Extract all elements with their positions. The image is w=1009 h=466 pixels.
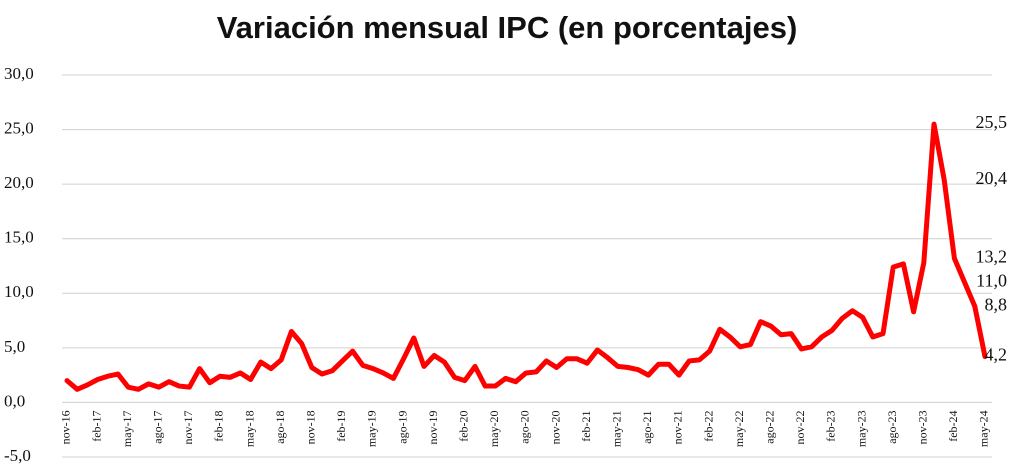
x-tick-label: nov-21 <box>671 410 685 444</box>
x-tick-label: nov-20 <box>548 410 562 444</box>
x-tick-label: feb-18 <box>212 410 226 441</box>
y-tick-label: 15,0 <box>4 228 34 247</box>
x-tick-label: ago-17 <box>151 410 165 443</box>
x-tick-label: nov-23 <box>916 410 930 444</box>
x-tick-label: nov-22 <box>793 410 807 444</box>
x-tick-label: nov-18 <box>304 410 318 444</box>
data-label: 25,5 <box>976 112 1008 132</box>
x-tick-label: ago-23 <box>885 410 899 443</box>
x-tick-label: may-23 <box>854 410 868 447</box>
x-tick-label: nov-17 <box>181 410 195 444</box>
x-tick-label: ago-18 <box>273 410 287 443</box>
x-tick-label: ago-22 <box>763 410 777 443</box>
x-tick-label: ago-19 <box>395 410 409 443</box>
x-tick-label: may-19 <box>365 410 379 447</box>
data-label: 4,2 <box>985 345 1008 365</box>
x-tick-label: may-22 <box>732 410 746 447</box>
y-tick-label: 20,0 <box>4 173 34 192</box>
x-tick-label: feb-23 <box>824 410 838 441</box>
data-label: 8,8 <box>985 295 1008 315</box>
x-tick-label: ago-20 <box>518 410 532 443</box>
x-tick-label: nov-19 <box>426 410 440 444</box>
x-tick-label: may-20 <box>487 410 501 447</box>
x-tick-label: may-18 <box>242 410 256 447</box>
x-tick-label: feb-21 <box>579 410 593 441</box>
y-tick-label: 0,0 <box>4 391 25 410</box>
y-tick-label: 25,0 <box>4 118 34 137</box>
data-label: 20,4 <box>976 168 1008 188</box>
x-tick-label: feb-20 <box>457 410 471 441</box>
x-tick-label: feb-17 <box>89 410 103 441</box>
chart-title: Variación mensual IPC (en porcentajes) <box>217 10 798 45</box>
x-tick-label: may-24 <box>977 410 991 447</box>
data-label: 13,2 <box>976 246 1008 266</box>
y-tick-label: -5,0 <box>4 446 31 465</box>
x-tick-label: feb-19 <box>334 410 348 441</box>
data-label: 11,0 <box>976 270 1007 290</box>
y-tick-label: 5,0 <box>4 337 25 356</box>
line <box>64 121 988 392</box>
x-tick-label: may-17 <box>120 410 134 447</box>
x-tick-label: feb-22 <box>701 410 715 441</box>
x-tick-label: ago-21 <box>640 410 654 443</box>
x-tick-label: may-21 <box>610 410 624 447</box>
y-tick-label: 30,0 <box>4 64 34 83</box>
y-tick-label: 10,0 <box>4 282 34 301</box>
x-tick-label: feb-24 <box>946 410 960 441</box>
x-tick-label: nov-16 <box>59 410 73 444</box>
